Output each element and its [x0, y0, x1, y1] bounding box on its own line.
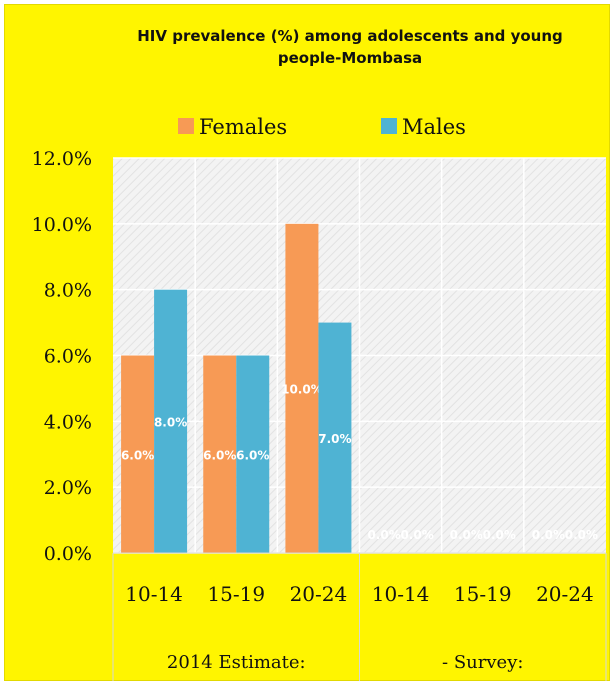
data-label: 0.0% — [400, 528, 433, 542]
x-category-label: 20-24 — [290, 582, 348, 606]
x-category-label: 15-19 — [454, 582, 512, 606]
x-category-label: 10-14 — [125, 582, 183, 606]
bars: 6.0% 6.0%10.0%0.0% 0.0% 0.0%8.0%6.0%7.0%0.0… — [121, 223, 598, 554]
y-tick-label: 6.0% — [44, 346, 92, 368]
data-label: 6.0% — [236, 448, 269, 462]
x-category-label: 10-14 — [372, 582, 430, 606]
y-tick-label: 2.0% — [44, 477, 92, 499]
data-label: 0.0% — [483, 528, 516, 542]
y-tick-label: 4.0% — [44, 411, 92, 433]
bar-males-0 — [154, 289, 188, 553]
data-label: 7.0% — [318, 432, 351, 446]
chart-title: HIV prevalence (%) among adolescents and… — [137, 27, 563, 67]
x-group-label: 2014 Estimate: — [167, 652, 306, 673]
data-label: 10.0% — [281, 382, 323, 396]
data-label: 8.0% — [154, 415, 187, 429]
data-label: 0.0% — [565, 528, 598, 542]
legend-label-males: Males — [402, 115, 466, 139]
y-tick-label: 0.0% — [44, 543, 92, 565]
y-tick-label: 8.0% — [44, 280, 92, 302]
bar-females-2 — [285, 223, 319, 554]
data-label: 0.0% — [450, 528, 483, 542]
bar-males-2 — [318, 322, 352, 553]
legend: Females Males — [178, 115, 466, 139]
legend-label-females: Females — [199, 115, 287, 139]
legend-swatch-males — [381, 118, 397, 134]
x-axis: 10-14 15-19 20-24 10-14 15-19 20-24 2014 Estim… — [112, 552, 607, 681]
y-axis: 0.0% 2.0% 4.0% 6.0% 8.0% 10.0% 12.0% — [32, 148, 92, 565]
data-label: 0.0% — [532, 528, 565, 542]
y-tick-label: 10.0% — [32, 214, 92, 236]
data-label: 6.0% — [203, 448, 236, 462]
data-label: 0.0% — [367, 528, 400, 542]
x-category-label: 15-19 — [207, 582, 265, 606]
data-label: 6.0% — [121, 448, 154, 462]
legend-swatch-females — [178, 118, 194, 134]
y-tick-label: 12.0% — [32, 148, 92, 170]
bar-females-1 — [203, 355, 237, 553]
x-group-label: - Survey: — [442, 652, 523, 673]
bar-females-0 — [121, 355, 155, 553]
x-category-label: 20-24 — [536, 582, 594, 606]
bar-males-1 — [236, 355, 270, 553]
